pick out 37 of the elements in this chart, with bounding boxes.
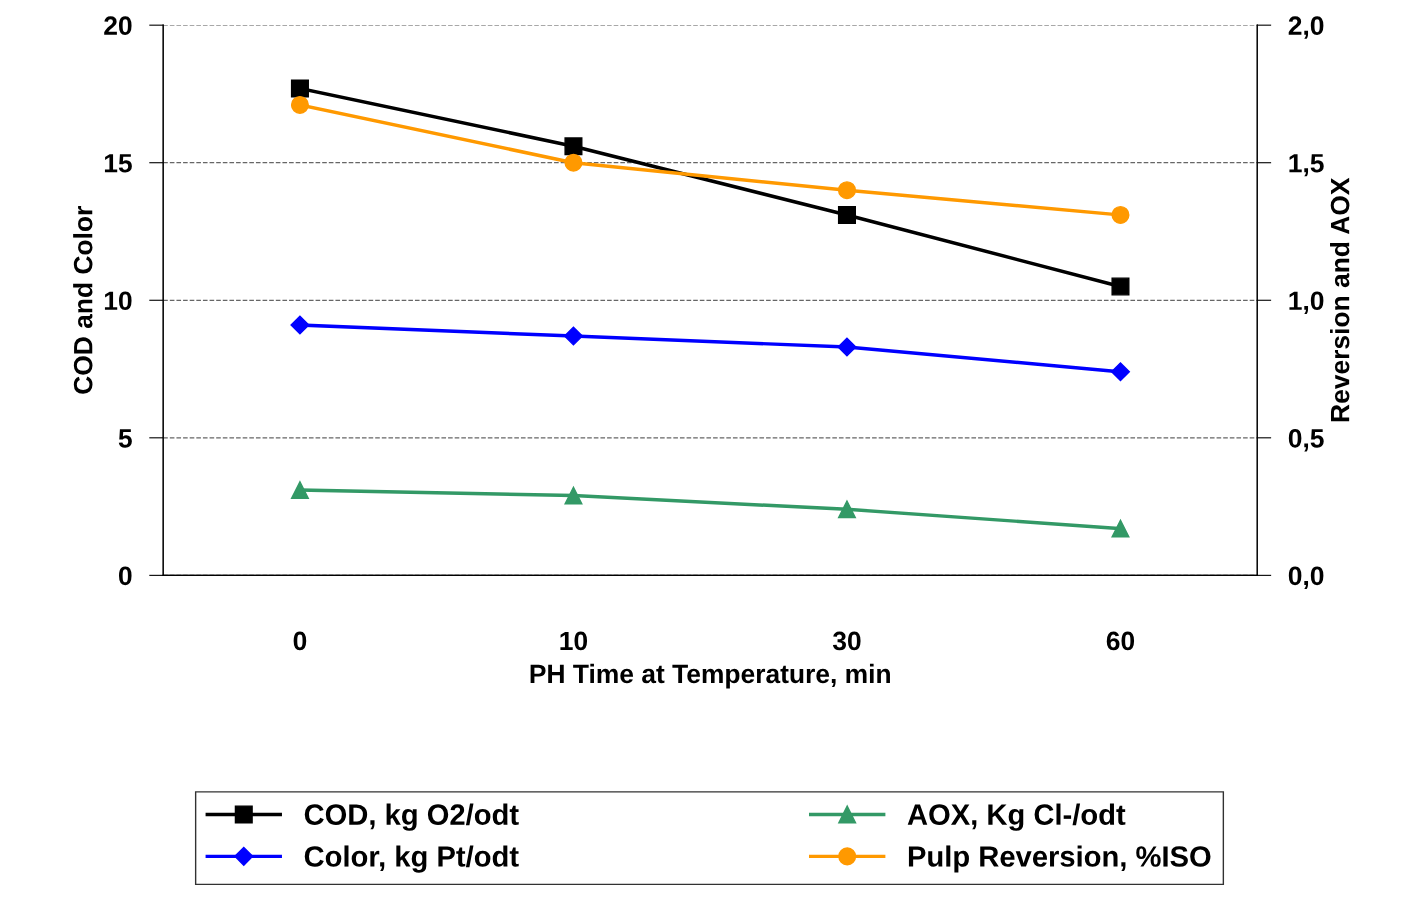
- y2-axis-title: Reversion and AOX: [1330, 177, 1350, 422]
- point: [563, 326, 583, 346]
- x-tick-label: 30: [832, 631, 861, 651]
- y2-tick-label: 1,5: [1289, 154, 1324, 177]
- y2-tick-label: 0,0: [1288, 566, 1324, 590]
- point: [290, 481, 309, 500]
- point: [837, 337, 857, 357]
- point: [837, 500, 856, 519]
- point: [564, 137, 583, 156]
- legend-label: Pulp Reversion, %ISO: [908, 845, 1211, 873]
- point: [1110, 362, 1131, 382]
- point: [837, 205, 856, 225]
- y2-tick-label: 0,5: [1288, 428, 1324, 452]
- y2-tick-label: 2,0: [1288, 16, 1324, 39]
- legend-label: Color, kg Pt/odt: [304, 845, 519, 873]
- point: [290, 79, 309, 98]
- point: [290, 95, 309, 114]
- x-tick-label: 0: [293, 631, 307, 651]
- y-tick-label: 20: [104, 16, 132, 35]
- y-tick-label: 5: [118, 429, 132, 448]
- x-axis-title: PH Time at Temperature, min: [530, 663, 890, 689]
- legend-label: AOX, Kg Cl-/odt: [907, 803, 1126, 831]
- y-axis-title: COD and Color: [73, 206, 93, 394]
- point: [837, 181, 856, 200]
- point: [1111, 519, 1130, 538]
- point: [1111, 205, 1130, 225]
- legend-label: COD, kg O2/odt: [304, 803, 519, 831]
- y2-tick-label: 1,0: [1289, 291, 1324, 314]
- y-tick-label: 0: [119, 566, 132, 586]
- x-tick-label: 60: [1106, 631, 1135, 651]
- y-tick-label: 15: [104, 154, 132, 173]
- point: [564, 486, 583, 505]
- point: [290, 315, 310, 335]
- y-tick-label: 10: [104, 291, 132, 311]
- point: [1111, 277, 1130, 296]
- x-tick-label: 10: [560, 631, 588, 651]
- point: [564, 153, 583, 172]
